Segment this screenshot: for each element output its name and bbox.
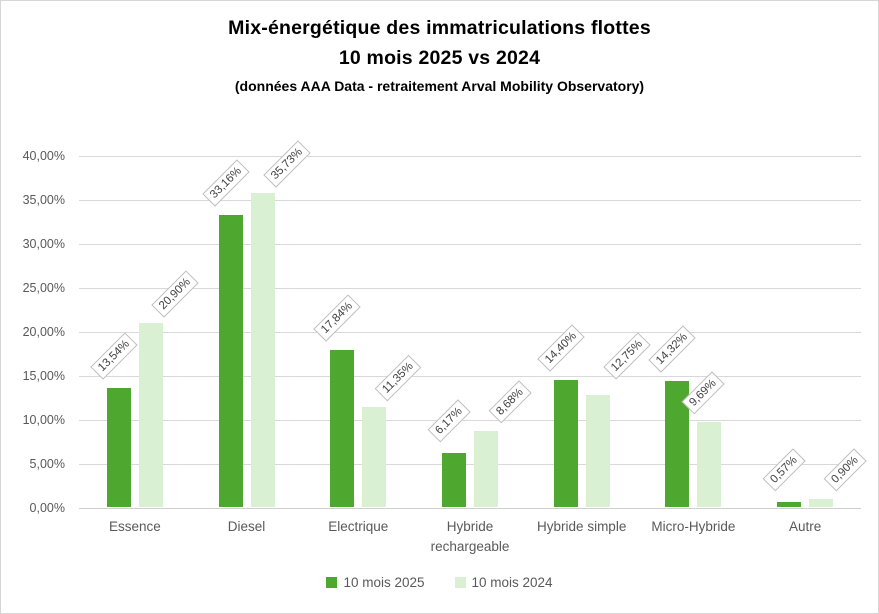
y-axis-tick-label: 0,00% — [29, 501, 65, 515]
gridline — [79, 156, 861, 157]
data-label-10-mois-2024-autre: 0,90% — [823, 448, 867, 492]
gridline — [79, 376, 861, 377]
y-axis-tick-label: 10,00% — [22, 413, 65, 427]
bar-10-mois-2025-electrique — [330, 350, 355, 507]
bar-10-mois-2024-hybride-rechargeable — [474, 430, 498, 507]
x-axis-category-label-electrique: Electrique — [328, 519, 389, 534]
gridline — [79, 420, 861, 421]
bar-10-mois-2025-essence — [106, 387, 131, 507]
bar-10-mois-2024-essence — [138, 323, 163, 507]
data-label-10-mois-2024-essence: 20,90% — [151, 270, 199, 318]
x-axis-category-label-autre: Autre — [788, 519, 822, 534]
x-axis-category-label-essence: Essence — [108, 519, 161, 534]
gridline — [79, 200, 861, 201]
legend-swatch-2025-icon — [326, 577, 338, 588]
legend-label-2025: 10 mois 2025 — [343, 575, 425, 590]
x-axis-category-label-hybride-rechargeable: Hybride rechargeable — [430, 519, 510, 554]
bar-10-mois-2024-autre — [809, 499, 834, 507]
x-axis-line — [79, 508, 861, 509]
data-label-10-mois-2024-electrique: 11,35% — [374, 354, 422, 402]
data-label-10-mois-2025-essence: 13,54% — [90, 332, 138, 380]
x-axis-category-label-hybride-simple: Hybride simple — [537, 519, 627, 534]
x-axis-category-label-diesel: Diesel — [227, 519, 266, 534]
y-axis-tick-label: 30,00% — [22, 237, 65, 251]
legend-item-2025: 10 mois 2025 — [326, 575, 425, 590]
bar-10-mois-2024-electrique — [362, 407, 387, 507]
bar-10-mois-2025-hybride-rechargeable — [442, 452, 466, 507]
bar-10-mois-2024-hybride-simple — [585, 394, 610, 507]
y-axis-tick-label: 25,00% — [22, 281, 65, 295]
legend-item-2024: 10 mois 2024 — [454, 575, 553, 590]
chart-subtitle: (données AAA Data - retraitement Arval M… — [234, 78, 645, 94]
data-label-10-mois-2025-autre: 0,57% — [762, 448, 806, 492]
bar-10-mois-2024-diesel — [250, 192, 275, 507]
bar-10-mois-2025-autre — [777, 501, 802, 507]
data-label-10-mois-2025-electrique: 17,84% — [313, 294, 361, 342]
data-label-10-mois-2024-diesel: 35,73% — [262, 139, 311, 188]
gridline — [79, 464, 861, 465]
y-axis-tick-label: 40,00% — [22, 149, 65, 163]
chart-title-line-1: Mix-énergétique des immatriculations flo… — [228, 17, 651, 39]
legend-label-2024: 10 mois 2024 — [471, 575, 553, 590]
chart-legend: 10 mois 2025 10 mois 2024 — [1, 575, 878, 590]
gridline — [79, 332, 861, 333]
x-axis-category-label-micro-hybride: Micro-Hybride — [651, 519, 736, 534]
title-block: Mix-énergétique des immatriculations flo… — [1, 1, 878, 99]
gridline — [79, 288, 861, 289]
bar-10-mois-2024-micro-hybride — [697, 421, 722, 507]
y-axis-tick-label: 20,00% — [22, 325, 65, 339]
data-label-10-mois-2024-hybride-simple: 12,75% — [603, 332, 651, 380]
y-axis-tick-label: 35,00% — [22, 193, 65, 207]
bar-10-mois-2025-diesel — [218, 215, 243, 507]
legend-swatch-2024-icon — [454, 577, 466, 588]
bar-10-mois-2025-hybride-simple — [553, 380, 578, 507]
y-axis-tick-label: 5,00% — [29, 457, 65, 471]
gridline — [79, 244, 861, 245]
plot-area: Essence Diesel Electrique Hybride rechargea… — [79, 136, 867, 554]
chart-title-line-2: 10 mois 2025 vs 2024 — [338, 47, 541, 69]
data-label-10-mois-2024-hybride-rechargeable: 8,68% — [488, 380, 532, 424]
y-axis-tick-label: 15,00% — [22, 369, 65, 383]
